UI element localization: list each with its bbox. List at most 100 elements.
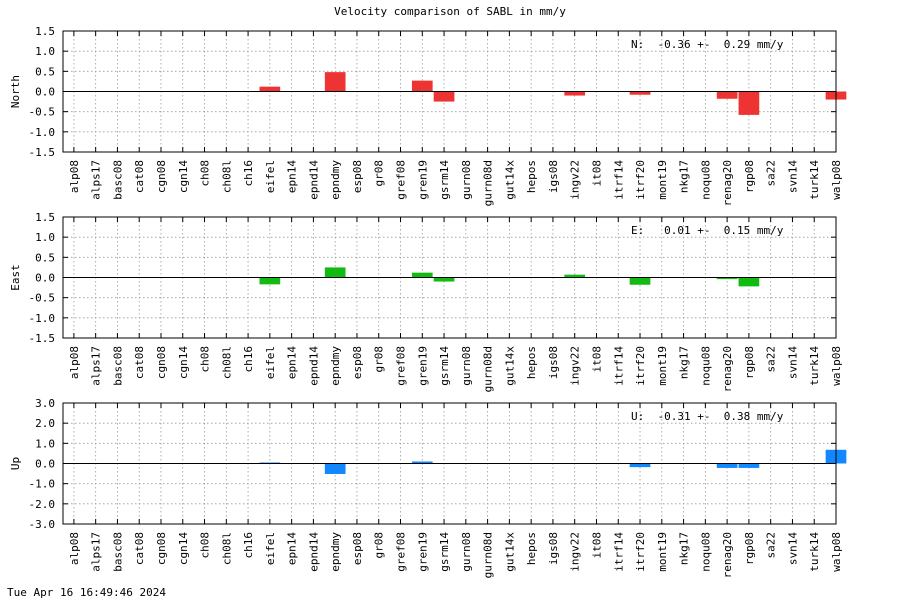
x-tick-label: svn14 (786, 532, 799, 565)
x-tick-label: sa22 (765, 532, 778, 559)
x-tick-label: it08 (590, 160, 603, 187)
y-tick-label: -3.0 (29, 518, 56, 531)
x-tick-label: rgp08 (743, 346, 756, 379)
x-tick-label: hepos (525, 346, 538, 379)
x-tick-label: eifel (264, 346, 277, 379)
x-tick-label: hepos (525, 160, 538, 193)
x-tick-label: turk14 (808, 532, 821, 572)
bar-itrf20 (629, 463, 651, 468)
y-tick-label: 3.0 (35, 397, 55, 410)
x-tick-label: epndmy (329, 160, 342, 200)
bar-ingv22 (564, 91, 586, 96)
y-tick-label: 1.0 (35, 231, 55, 244)
x-tick-label: itrf14 (612, 346, 625, 386)
x-tick-label: ch08l (220, 532, 233, 565)
x-tick-label: gren19 (416, 160, 429, 200)
x-tick-label: cgn08 (155, 532, 168, 565)
x-tick-label: alps17 (90, 532, 103, 572)
x-tick-label: nkg17 (678, 160, 691, 193)
x-tick-label: ingv22 (569, 532, 582, 572)
bar-epndmy (324, 267, 346, 278)
x-tick-label: rgp08 (743, 160, 756, 193)
x-tick-label: epn14 (286, 346, 299, 379)
page-title: Velocity comparison of SABL in mm/y (334, 5, 566, 18)
y-tick-label: 1.0 (35, 437, 55, 450)
x-tick-label: gurn08 (460, 160, 473, 200)
x-tick-label: gurn08d (482, 160, 495, 206)
x-tick-label: epndmy (329, 532, 342, 572)
timestamp: Tue Apr 16 16:49:46 2024 (7, 586, 166, 599)
x-tick-label: itrf20 (634, 160, 647, 200)
x-tick-label: gut14x (503, 532, 516, 572)
x-tick-label: epndmy (329, 346, 342, 386)
y-tick-label: -2.0 (29, 498, 56, 511)
y-tick-label: -0.5 (29, 106, 56, 119)
x-tick-label: renag20 (721, 160, 734, 206)
bar-gren19 (411, 80, 433, 92)
bar-gren19 (411, 272, 433, 278)
x-tick-label: sa22 (765, 160, 778, 187)
x-tick-label: epnd14 (307, 346, 320, 386)
x-tick-label: mont19 (656, 532, 669, 572)
x-tick-label: itrf20 (634, 346, 647, 386)
x-tick-label: gurn08 (460, 346, 473, 386)
bar-rgp08 (738, 277, 760, 287)
y-tick-label: -1.0 (29, 478, 56, 491)
y-tick-label: 0.0 (35, 86, 55, 99)
x-tick-label: igs08 (547, 160, 560, 193)
x-tick-label: gr08 (373, 346, 386, 373)
x-tick-label: itrf20 (634, 532, 647, 572)
x-tick-label: noqu08 (699, 532, 712, 572)
y-axis-label: Up (9, 457, 22, 470)
x-tick-label: gref08 (395, 160, 408, 200)
bar-gren19 (411, 461, 433, 464)
x-tick-label: turk14 (808, 160, 821, 200)
x-tick-label: gren19 (416, 346, 429, 386)
x-tick-label: gurn08d (482, 532, 495, 578)
y-axis-label: East (9, 264, 22, 291)
x-tick-label: mont19 (656, 346, 669, 386)
x-tick-label: ingv22 (569, 346, 582, 386)
x-tick-label: epnd14 (307, 160, 320, 200)
x-tick-label: gurn08 (460, 532, 473, 572)
stats-annotation: E: 0.01 +- 0.15 mm/y (631, 224, 784, 237)
x-tick-label: epnd14 (307, 532, 320, 572)
x-tick-label: hepos (525, 532, 538, 565)
bar-itrf20 (629, 277, 651, 285)
x-tick-label: cat08 (133, 346, 146, 379)
x-tick-label: walp08 (830, 346, 843, 386)
x-tick-label: basc08 (111, 532, 124, 572)
x-tick-label: rgp08 (743, 532, 756, 565)
x-tick-label: basc08 (111, 346, 124, 386)
x-tick-label: gut14x (503, 160, 516, 200)
x-tick-label: it08 (590, 346, 603, 373)
y-tick-label: 1.5 (35, 25, 55, 38)
x-tick-label: gr08 (373, 532, 386, 559)
x-tick-label: gren19 (416, 532, 429, 572)
x-tick-label: eifel (264, 160, 277, 193)
x-tick-label: igs08 (547, 346, 560, 379)
x-tick-label: itrf14 (612, 160, 625, 200)
x-tick-label: cgn08 (155, 160, 168, 193)
bar-rgp08 (738, 91, 760, 115)
x-tick-label: ingv22 (569, 160, 582, 200)
x-tick-label: ch08l (220, 346, 233, 379)
bar-renag20 (716, 91, 738, 99)
x-tick-label: epn14 (286, 160, 299, 193)
x-tick-label: eifel (264, 532, 277, 565)
x-tick-label: ch08 (199, 346, 212, 373)
x-tick-label: basc08 (111, 160, 124, 200)
x-tick-label: gurn08d (482, 346, 495, 392)
stats-annotation: N: -0.36 +- 0.29 mm/y (631, 38, 784, 51)
x-tick-label: svn14 (786, 160, 799, 193)
x-tick-label: alp08 (68, 160, 81, 193)
x-tick-label: cgn14 (177, 160, 190, 193)
bar-itrf20 (629, 91, 651, 95)
y-tick-label: 0.0 (35, 272, 55, 285)
x-tick-label: noqu08 (699, 346, 712, 386)
x-tick-label: cgn14 (177, 532, 190, 565)
y-tick-label: 1.5 (35, 211, 55, 224)
x-tick-label: alps17 (90, 346, 103, 386)
x-tick-label: gsrm14 (438, 346, 451, 386)
x-tick-label: gsrm14 (438, 160, 451, 200)
